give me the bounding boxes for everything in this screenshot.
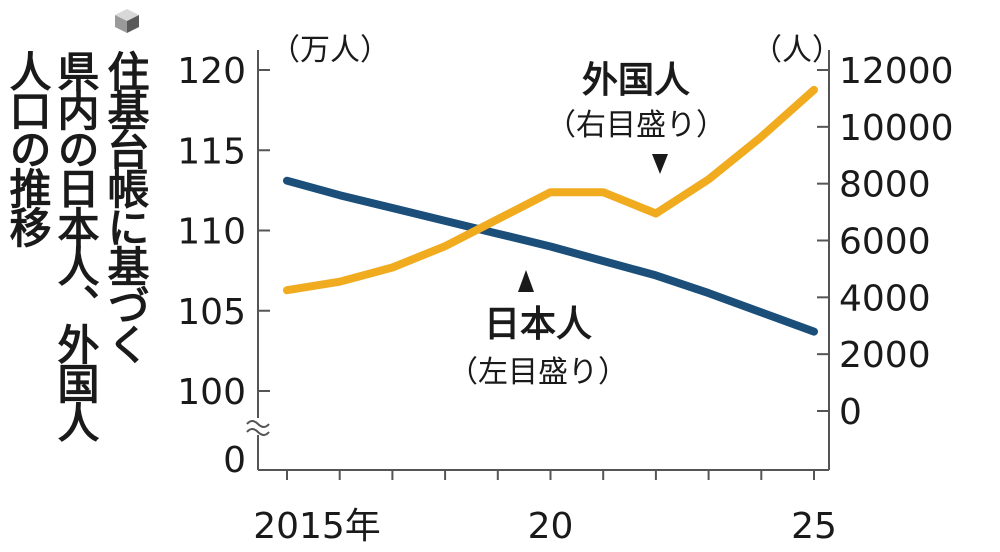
series-line-foreign — [283, 85, 818, 295]
x-tick-label: 20 — [528, 506, 574, 547]
left-tick-label: 100 — [177, 372, 246, 413]
pointer-triangle-foreign — [652, 154, 668, 174]
right-tick-label: 4000 — [839, 278, 931, 319]
axis-break-mark — [246, 428, 270, 436]
series-label-bg — [530, 60, 730, 152]
left-tick-label: 105 — [177, 292, 246, 333]
right-tick-label: 6000 — [839, 222, 931, 263]
chart-title-line-3: 人口の推移 — [3, 50, 52, 245]
series-axis-note-japanese: （左目盛り） — [448, 355, 628, 390]
left-tick-label: 115 — [177, 131, 246, 172]
right-tick-label: 8000 — [839, 165, 931, 206]
right-tick-label: 10000 — [839, 108, 954, 149]
left-tick-label: 120 — [177, 51, 246, 92]
series-label-foreign: 外国人 — [582, 60, 690, 101]
left-tick-label-zero: 0 — [223, 440, 246, 481]
chart-title-line-1: 住基台帳に基づく — [101, 50, 150, 362]
cube-icon — [114, 8, 140, 34]
right-tick-label: 12000 — [839, 51, 954, 92]
left-axis-unit: （万人） — [270, 33, 390, 68]
right-axis-unit: （人） — [752, 33, 842, 68]
right-tick-label: 2000 — [839, 335, 931, 376]
series-line-japanese — [283, 176, 818, 336]
series-axis-note-foreign: （右目盛り） — [546, 108, 726, 143]
pointer-triangle-japanese — [518, 270, 534, 292]
right-tick-label: 0 — [839, 392, 862, 433]
series-label-japanese: 日本人 — [484, 304, 592, 345]
left-tick-label: 110 — [177, 212, 246, 253]
axis-break-mark — [246, 420, 270, 428]
chart-title-line-2: 県内の日本人、外国人 — [51, 50, 100, 440]
x-tick-label: 2015年 — [253, 506, 381, 547]
x-tick-label: 25 — [791, 506, 837, 547]
series-label-bg — [440, 298, 640, 394]
